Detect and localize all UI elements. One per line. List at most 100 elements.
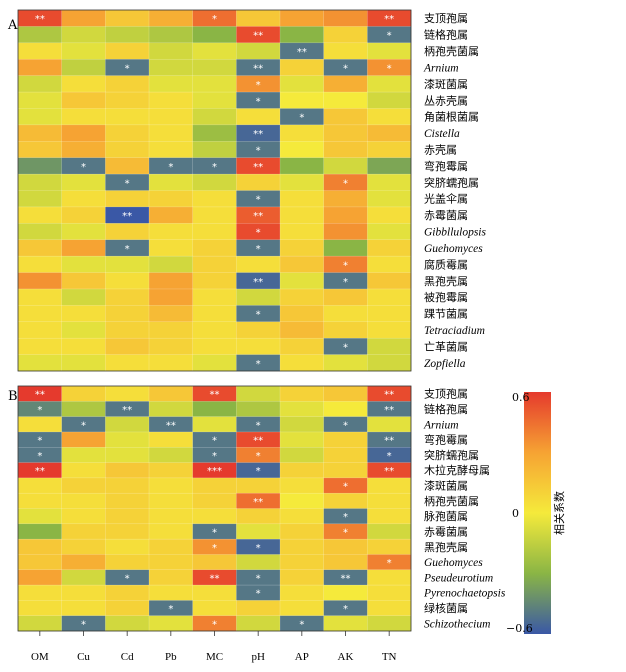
heatmap-cell	[148, 477, 194, 494]
heatmap-cell	[61, 401, 106, 418]
row-label: Zopfiella	[424, 358, 466, 370]
x-tick-label: pH	[251, 651, 265, 663]
significance-mark: *	[212, 619, 217, 630]
heatmap-cell	[61, 26, 106, 44]
heatmap-cell	[192, 321, 237, 339]
x-tick-label: Pb	[165, 651, 177, 663]
heatmap-cell	[61, 223, 106, 241]
heatmap-cell	[279, 447, 325, 464]
heatmap-cell	[323, 108, 368, 126]
heatmap-cell	[148, 223, 194, 241]
heatmap-cell	[105, 75, 150, 93]
heatmap-cell	[192, 223, 237, 241]
heatmap-cell	[192, 272, 237, 290]
significance-mark: **	[253, 436, 263, 447]
heatmap-cell	[279, 416, 325, 433]
significance-mark: *	[256, 80, 261, 91]
heatmap-cell	[17, 508, 63, 525]
heatmap-cell	[105, 385, 150, 402]
heatmap-cell	[192, 600, 237, 617]
row-label: 黑孢壳属	[424, 274, 468, 288]
significance-mark: *	[256, 420, 261, 431]
heatmap-cell	[105, 354, 150, 372]
heatmap-cell	[236, 173, 281, 192]
heatmap-cell	[105, 584, 150, 601]
heatmap-cell	[323, 157, 368, 175]
heatmap-cell	[367, 75, 412, 93]
row-label: Guehomyces	[424, 557, 483, 569]
heatmap-cell	[105, 288, 150, 306]
significance-mark: *	[256, 310, 261, 321]
row-label: 木拉克酵母属	[424, 463, 490, 477]
significance-mark: *	[256, 451, 261, 462]
row-label: 链格孢属	[424, 28, 468, 42]
heatmap-cell	[17, 26, 63, 44]
significance-mark: **	[253, 497, 263, 508]
heatmap-cell	[279, 26, 325, 44]
heatmap-cell	[236, 554, 281, 571]
row-label: Arnium	[423, 419, 459, 431]
heatmap-cell	[148, 206, 194, 224]
heatmap-cell	[279, 91, 325, 110]
heatmap-cell	[61, 554, 106, 571]
significance-mark: *	[256, 195, 261, 206]
x-tick-label: AP	[295, 651, 309, 663]
heatmap-cell	[148, 288, 194, 306]
heatmap-cell	[148, 569, 194, 586]
row-label: 突脐蠕孢属	[424, 175, 479, 189]
heatmap-cell	[148, 272, 194, 290]
heatmap-cell	[148, 58, 194, 77]
heatmap-cell	[367, 321, 412, 339]
heatmap-cell	[105, 431, 150, 448]
heatmap-cell	[17, 157, 63, 175]
heatmap-cell	[279, 569, 325, 586]
heatmap-cell	[192, 239, 237, 257]
heatmap-cell	[279, 9, 325, 27]
significance-mark: ***	[207, 466, 222, 477]
significance-mark: *	[343, 277, 348, 288]
heatmap-cell	[17, 615, 63, 632]
heatmap-cell	[323, 462, 368, 479]
significance-mark: **	[297, 47, 307, 58]
heatmap-cell	[17, 321, 63, 339]
heatmap-cell	[367, 206, 412, 224]
heatmap-cell	[367, 239, 412, 257]
heatmap-cell	[192, 584, 237, 601]
heatmap-cell	[105, 108, 150, 126]
heatmap-cell	[192, 337, 237, 356]
heatmap-cell	[236, 401, 281, 418]
heatmap-cell	[148, 141, 194, 159]
row-label: 赤壳属	[424, 142, 457, 156]
heatmap-cell	[148, 462, 194, 479]
heatmap-cell	[192, 190, 237, 208]
heatmap-cell	[279, 206, 325, 224]
heatmap-cell	[279, 124, 325, 142]
heatmap-cell	[148, 91, 194, 110]
heatmap-cell	[17, 305, 63, 323]
heatmap-cell	[236, 523, 281, 540]
heatmap-cell	[192, 26, 237, 44]
heatmap-cell	[323, 91, 368, 110]
significance-mark: **	[341, 573, 351, 584]
x-tick-label: OM	[31, 651, 49, 663]
heatmap-cell	[61, 75, 106, 93]
heatmap-cell	[279, 538, 325, 555]
row-label: 角菌根菌属	[424, 110, 479, 124]
heatmap-cell	[192, 91, 237, 110]
heatmap-cell	[279, 492, 325, 510]
heatmap-cell	[192, 42, 237, 60]
heatmap-cell	[61, 288, 106, 306]
row-label: 亡革菌属	[424, 339, 468, 353]
heatmap-cell	[279, 508, 325, 525]
heatmap-cell	[323, 305, 368, 323]
heatmap-cell	[279, 385, 325, 402]
heatmap-cell	[61, 447, 106, 464]
heatmap-cell	[279, 255, 325, 274]
heatmap-cell	[367, 600, 412, 617]
heatmap-cell	[279, 239, 325, 257]
heatmap-cell	[61, 239, 106, 257]
row-label: 柄孢壳菌属	[424, 494, 479, 508]
heatmap-cell	[148, 108, 194, 126]
colorbar-tick-label: 0.6	[512, 391, 530, 404]
significance-mark: *	[343, 178, 348, 189]
